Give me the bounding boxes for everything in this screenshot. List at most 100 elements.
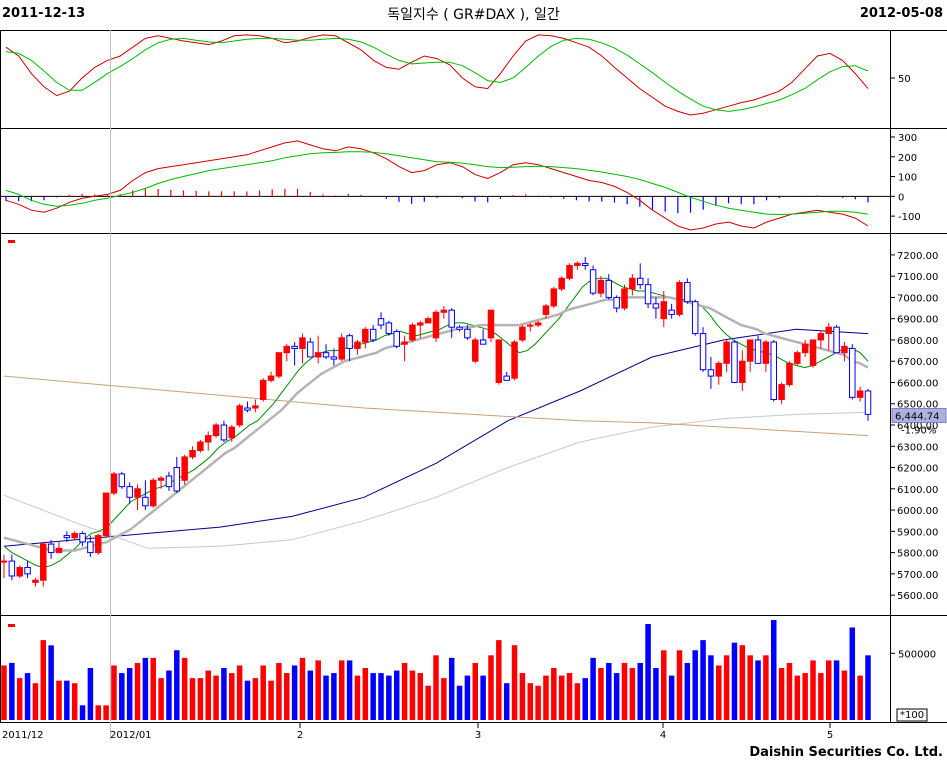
candle-body: [448, 309, 455, 328]
volume-bar: [95, 705, 102, 720]
volume-bar: [1, 665, 7, 720]
candle-body: [715, 362, 723, 377]
volume-bar: [205, 670, 211, 720]
volume-bar: [511, 645, 518, 720]
candle-body: [165, 475, 173, 488]
volume-bar: [668, 675, 675, 720]
volume-bar: [833, 660, 840, 720]
volume-bar: [472, 662, 479, 720]
candle-body: [684, 282, 691, 303]
volume-unit-label: *100: [900, 710, 924, 721]
volume-bar: [794, 675, 801, 720]
stoch-tick-label-50: 50: [898, 74, 911, 85]
end-date: 2012-05-08: [859, 6, 943, 21]
volume-bar: [488, 655, 494, 720]
volume-bar: [181, 657, 188, 720]
candle-body: [503, 375, 510, 381]
candle-body: [401, 341, 408, 345]
candle-body: [487, 309, 495, 339]
volume-bar: [535, 685, 541, 720]
volume-bar: [291, 665, 298, 720]
volume-bar: [393, 670, 400, 720]
volume-bar: [802, 673, 808, 720]
candle-body: [825, 326, 832, 335]
candle-body: [149, 479, 157, 507]
price-tick-label-7000: 7000.00: [897, 293, 938, 304]
volume-bar: [543, 675, 549, 720]
volume-bar: [24, 673, 31, 720]
candle-body: [181, 456, 188, 481]
candle-body: [456, 326, 463, 330]
volume-tick-label-500000: 500000: [898, 649, 936, 660]
candle-body: [47, 543, 55, 554]
volume-bar: [574, 683, 581, 720]
candle-body: [856, 390, 864, 398]
candle-body: [369, 328, 377, 341]
candle-body: [621, 288, 628, 309]
volume-bar: [857, 675, 863, 720]
price-tick-label-6200: 6200.00: [897, 464, 938, 475]
volume-bar: [433, 655, 439, 720]
candle-body: [605, 279, 613, 298]
candle-body: [95, 535, 102, 554]
volume-bar: [56, 680, 62, 720]
candle-body: [8, 560, 16, 577]
volume-bar: [40, 640, 47, 720]
volume-bar: [32, 683, 39, 720]
candle-body: [55, 547, 63, 554]
candle-body: [495, 339, 503, 383]
volume-bar: [299, 657, 306, 720]
candle-body: [134, 488, 141, 498]
volume-bar: [661, 650, 667, 720]
candle-body: [283, 345, 291, 354]
candle-body: [212, 424, 220, 437]
volume-bar: [71, 683, 78, 720]
macd-tick-label-300: 300: [898, 133, 917, 144]
candle-body: [699, 333, 707, 371]
volume-bar: [551, 668, 557, 720]
candle-body: [346, 335, 353, 349]
candle-body: [479, 339, 487, 345]
candle-body: [71, 532, 78, 539]
candle-body: [126, 486, 133, 498]
volume-bar: [386, 675, 392, 720]
candle-body: [220, 424, 228, 441]
volume-bar: [260, 665, 266, 720]
volume-bar: [613, 673, 620, 720]
candle-body: [299, 337, 306, 349]
candle-body: [32, 579, 39, 583]
volume-bar: [519, 673, 526, 720]
candle-body: [723, 341, 730, 364]
volume-bar: [566, 673, 573, 720]
volume-bar: [496, 640, 502, 720]
price-tick-label-6900: 6900.00: [897, 315, 938, 326]
candle-body: [79, 532, 86, 543]
macd-tick-label-0: 0: [898, 192, 904, 203]
price-tick-label-6100: 6100.00: [897, 485, 938, 496]
candle-body: [307, 341, 314, 358]
volume-bar: [103, 705, 109, 720]
candle-body: [267, 375, 275, 381]
macd-line-0: [5, 140, 869, 231]
volume-bar: [244, 680, 251, 720]
volume-bar: [716, 665, 722, 720]
price-tick-label-5900: 5900.00: [897, 527, 938, 538]
candle-body: [24, 566, 31, 575]
price-tick-label-6700: 6700.00: [897, 357, 938, 368]
candle-body: [581, 262, 589, 267]
volume-bar: [786, 662, 793, 720]
volume-bar: [731, 642, 738, 720]
candle-body: [534, 322, 542, 326]
candle-body: [739, 360, 746, 383]
volume-bar: [841, 670, 848, 720]
candle-body: [244, 407, 251, 411]
candle-body: [291, 345, 298, 349]
volume-bar: [323, 675, 329, 720]
candle-body: [354, 341, 361, 349]
volume-bar: [598, 668, 604, 720]
volume-bar: [174, 650, 180, 720]
candle-body: [252, 405, 259, 409]
volume-bar: [362, 668, 369, 720]
volume-bar: [48, 645, 54, 720]
